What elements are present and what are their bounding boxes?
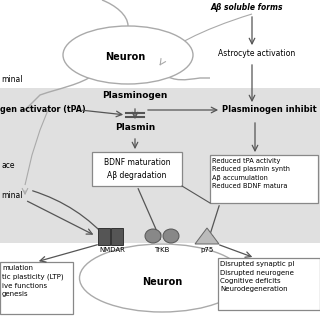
Text: NMDAR: NMDAR [99,247,125,253]
Ellipse shape [145,229,161,243]
Text: TrKB: TrKB [154,247,170,253]
FancyBboxPatch shape [218,258,320,310]
Text: minal: minal [1,76,22,84]
Text: Neuron: Neuron [142,277,182,287]
FancyBboxPatch shape [92,152,182,186]
Ellipse shape [63,26,193,84]
Ellipse shape [79,244,244,312]
Text: BDNF maturation
Aβ degradation: BDNF maturation Aβ degradation [104,158,170,180]
Text: Disrupted synaptic pl
Disrupted neurogene
Cognitive deficits
Neurodegeneration: Disrupted synaptic pl Disrupted neurogen… [220,261,294,292]
Text: ace: ace [1,161,14,170]
Text: mulation
tic plasticity (LTP)
ive functions
genesis: mulation tic plasticity (LTP) ive functi… [2,265,64,297]
Text: Neuron: Neuron [105,52,145,62]
Bar [0,88,320,243]
FancyBboxPatch shape [210,155,318,203]
Text: gen activator (tPA): gen activator (tPA) [0,106,86,115]
Text: Reduced tPA activity
Reduced plasmin synth
Aβ accumulation
Reduced BDNF matura: Reduced tPA activity Reduced plasmin syn… [212,158,290,189]
Text: Plasmin: Plasmin [115,124,155,132]
Text: Plasminogen: Plasminogen [102,91,168,100]
FancyBboxPatch shape [0,262,73,314]
Ellipse shape [163,229,179,243]
Text: Aβ soluble forms: Aβ soluble forms [210,3,283,12]
FancyBboxPatch shape [110,228,123,244]
Text: p75: p75 [200,247,214,253]
Text: Astrocyte activation: Astrocyte activation [218,49,295,58]
FancyBboxPatch shape [98,228,109,244]
Polygon shape [195,228,219,244]
Text: minal: minal [1,190,22,199]
Text: Plasminogen inhibit: Plasminogen inhibit [222,106,317,115]
